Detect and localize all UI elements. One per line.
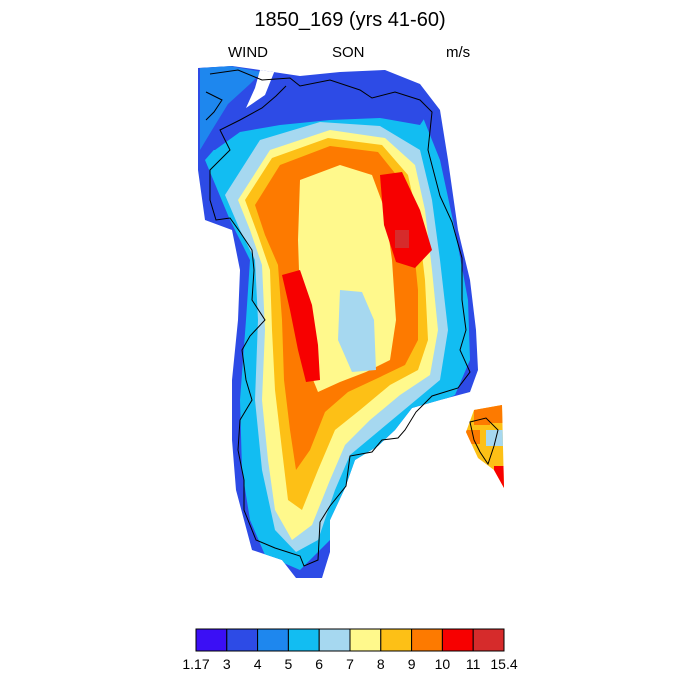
colorbar-tick-label: 10: [435, 656, 451, 672]
colorbar-box: [287, 628, 320, 652]
colorbar-tick-label: 6: [315, 656, 323, 672]
season-label: SON: [332, 44, 365, 61]
colorbar-tick-label: 11: [466, 656, 481, 672]
colorbar-box: [318, 628, 351, 652]
colorbar-tick-label: 3: [223, 656, 231, 672]
colorbar-tick-label: 1.17: [182, 656, 209, 672]
colorbar-box: [380, 628, 413, 652]
colorbar-box: [441, 628, 474, 652]
colorbar-box: [257, 628, 289, 652]
colorbar-tick-label: 15.4: [490, 656, 517, 672]
colorbar-box: [195, 628, 228, 652]
colorbar-box: [411, 628, 443, 652]
greenland-wind-field: [198, 66, 478, 578]
colorbar-tick-label: 9: [408, 656, 416, 672]
colorbar-tick-label: 4: [254, 656, 262, 672]
coastline: [205, 69, 499, 567]
colorbar-box: [472, 628, 505, 652]
colorbar-tick-label: 7: [346, 656, 354, 672]
plot-title: 1850_169 (yrs 41-60): [254, 9, 446, 31]
colorbar-box: [226, 628, 259, 652]
units-label: m/s: [446, 44, 471, 61]
colorbar-tick-label: 5: [285, 656, 293, 672]
colorbar-tick-label: 8: [377, 656, 385, 672]
colorbar-box: [349, 628, 382, 652]
variable-label: WIND: [228, 44, 268, 61]
